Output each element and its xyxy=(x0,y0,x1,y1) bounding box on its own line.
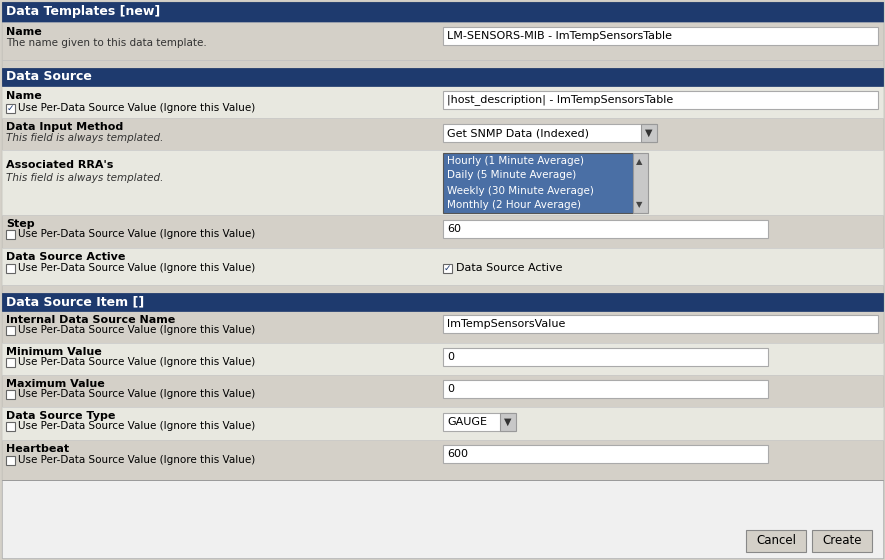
Text: Name: Name xyxy=(6,91,42,101)
Bar xyxy=(443,153,633,213)
Bar xyxy=(443,413,515,431)
Bar xyxy=(443,315,878,333)
Bar xyxy=(2,375,883,407)
Text: Use Per-Data Source Value (Ignore this Value): Use Per-Data Source Value (Ignore this V… xyxy=(18,263,255,273)
Text: |host_description| - lmTempSensorsTable: |host_description| - lmTempSensorsTable xyxy=(447,95,673,105)
Bar xyxy=(2,22,883,60)
Text: Associated RRA's: Associated RRA's xyxy=(6,160,113,170)
Text: Create: Create xyxy=(822,534,862,548)
Text: Cancel: Cancel xyxy=(756,534,796,548)
Text: Data Source Active: Data Source Active xyxy=(456,263,563,273)
Text: Weekly (30 Minute Average): Weekly (30 Minute Average) xyxy=(447,185,594,195)
Bar xyxy=(2,248,883,285)
Text: Data Source Active: Data Source Active xyxy=(6,252,126,262)
Bar xyxy=(6,230,15,239)
Text: Use Per-Data Source Value (Ignore this Value): Use Per-Data Source Value (Ignore this V… xyxy=(18,103,255,113)
Bar xyxy=(6,325,15,334)
Bar xyxy=(443,264,452,273)
Text: Data Templates [new]: Data Templates [new] xyxy=(6,6,160,18)
Text: Use Per-Data Source Value (Ignore this Value): Use Per-Data Source Value (Ignore this V… xyxy=(18,421,255,431)
Bar xyxy=(443,27,878,45)
Bar xyxy=(2,60,883,68)
Text: LM-SENSORS-MIB - lmTempSensorsTable: LM-SENSORS-MIB - lmTempSensorsTable xyxy=(447,31,672,41)
Text: Data Source Item []: Data Source Item [] xyxy=(6,296,144,309)
Text: Step: Step xyxy=(6,219,35,229)
Text: Use Per-Data Source Value (Ignore this Value): Use Per-Data Source Value (Ignore this V… xyxy=(18,229,255,239)
Text: Internal Data Source Name: Internal Data Source Name xyxy=(6,315,175,325)
Text: Use Per-Data Source Value (Ignore this Value): Use Per-Data Source Value (Ignore this V… xyxy=(18,325,255,335)
Bar xyxy=(443,91,878,109)
Text: 0: 0 xyxy=(447,352,454,362)
Text: Use Per-Data Source Value (Ignore this Value): Use Per-Data Source Value (Ignore this V… xyxy=(18,455,255,465)
Text: ▼: ▼ xyxy=(504,417,512,427)
Text: Use Per-Data Source Value (Ignore this Value): Use Per-Data Source Value (Ignore this V… xyxy=(18,357,255,367)
Bar xyxy=(2,440,883,480)
Bar xyxy=(746,530,806,552)
Text: This field is always templated.: This field is always templated. xyxy=(6,133,164,143)
Bar xyxy=(2,2,883,22)
Text: 0: 0 xyxy=(447,384,454,394)
Text: Use Per-Data Source Value (Ignore this Value): Use Per-Data Source Value (Ignore this V… xyxy=(18,389,255,399)
Bar xyxy=(443,220,768,238)
Bar xyxy=(2,343,883,375)
Text: ✓: ✓ xyxy=(6,104,14,113)
Bar xyxy=(2,215,883,248)
Text: Monthly (2 Hour Average): Monthly (2 Hour Average) xyxy=(447,200,581,211)
Bar xyxy=(6,390,15,399)
Bar xyxy=(2,293,883,311)
Text: GAUGE: GAUGE xyxy=(447,417,487,427)
Bar xyxy=(6,264,15,273)
Text: Data Source: Data Source xyxy=(6,71,92,83)
Bar xyxy=(443,445,768,463)
Bar xyxy=(6,422,15,431)
Text: Get SNMP Data (Indexed): Get SNMP Data (Indexed) xyxy=(447,128,589,138)
Bar xyxy=(633,153,648,213)
Text: ✓: ✓ xyxy=(443,264,451,273)
Text: 60: 60 xyxy=(447,224,461,234)
Text: The name given to this data template.: The name given to this data template. xyxy=(6,38,207,48)
Bar xyxy=(2,285,883,293)
Bar xyxy=(641,124,657,142)
Text: ▲: ▲ xyxy=(636,157,643,166)
Text: Name: Name xyxy=(6,27,42,37)
Bar xyxy=(6,455,15,464)
Text: Heartbeat: Heartbeat xyxy=(6,444,69,454)
Text: lmTempSensorsValue: lmTempSensorsValue xyxy=(447,319,566,329)
Bar xyxy=(812,530,872,552)
Text: ▼: ▼ xyxy=(636,200,643,209)
Text: Daily (5 Minute Average): Daily (5 Minute Average) xyxy=(447,170,576,180)
Text: Hourly (1 Minute Average): Hourly (1 Minute Average) xyxy=(447,156,584,166)
Text: This field is always templated.: This field is always templated. xyxy=(6,173,164,183)
Bar xyxy=(6,104,15,113)
Bar xyxy=(2,150,883,215)
Bar xyxy=(2,68,883,86)
Text: Minimum Value: Minimum Value xyxy=(6,347,102,357)
Text: ▼: ▼ xyxy=(645,128,652,138)
Bar xyxy=(500,413,516,431)
Bar xyxy=(443,348,768,366)
Bar xyxy=(443,380,768,398)
Bar xyxy=(2,407,883,440)
Bar xyxy=(2,480,883,558)
Text: Data Source Type: Data Source Type xyxy=(6,411,115,421)
Text: Data Input Method: Data Input Method xyxy=(6,122,123,132)
Text: Maximum Value: Maximum Value xyxy=(6,379,104,389)
Bar xyxy=(443,124,656,142)
Bar xyxy=(2,118,883,150)
Bar xyxy=(2,86,883,118)
Text: 600: 600 xyxy=(447,449,468,459)
Bar xyxy=(2,311,883,343)
Bar xyxy=(6,357,15,366)
